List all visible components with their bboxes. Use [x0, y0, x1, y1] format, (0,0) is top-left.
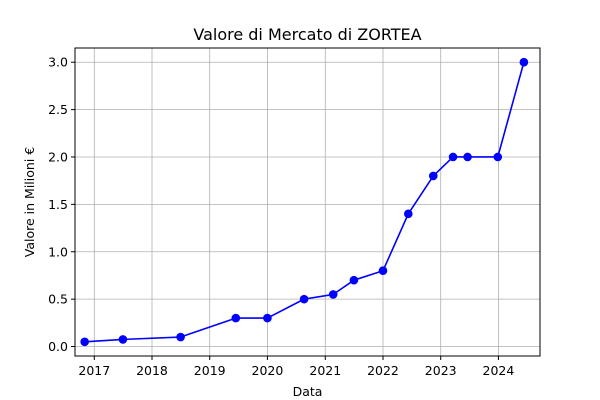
- data-point: [328, 290, 338, 299]
- y-tick-label: 2.0: [48, 149, 68, 164]
- y-tick-label: 1.5: [48, 197, 68, 212]
- x-axis-label: Data: [293, 384, 323, 399]
- x-axis-ticks: 2017 2018 2019 2020 2021 2022 2023 2024: [78, 356, 514, 378]
- x-tick-label: 2019: [194, 363, 226, 378]
- data-point: [349, 275, 359, 285]
- y-tick-label: 2.5: [48, 102, 68, 117]
- data-point: [493, 152, 503, 162]
- y-tick-label: 1.0: [48, 244, 68, 259]
- x-tick-label: 2018: [136, 363, 168, 378]
- y-axis-ticks: 0.0 0.5 1.0 1.5 2.0 2.5 3.0: [48, 55, 75, 354]
- data-point: [403, 209, 413, 219]
- x-tick-label: 2020: [252, 363, 284, 378]
- data-point: [80, 337, 89, 347]
- x-tick-label: 2017: [78, 363, 110, 378]
- data-point: [118, 335, 128, 344]
- y-tick-label: 0.5: [48, 292, 68, 307]
- grid: [75, 48, 540, 356]
- series-group: [80, 57, 529, 347]
- data-point: [519, 57, 529, 67]
- data-point: [231, 313, 241, 323]
- x-tick-label: 2024: [483, 363, 515, 378]
- data-point: [428, 171, 438, 181]
- y-tick-label: 0.0: [48, 339, 68, 354]
- y-axis-label: Valore in Milioni €: [22, 147, 37, 257]
- data-point: [263, 313, 272, 323]
- data-point: [463, 152, 472, 162]
- x-tick-label: 2022: [367, 363, 399, 378]
- y-tick-label: 3.0: [48, 55, 68, 70]
- plot-frame: [74, 47, 541, 357]
- data-point: [176, 332, 185, 342]
- data-point: [448, 152, 458, 162]
- data-point: [299, 294, 309, 304]
- chart-title: Valore di Mercato di ZORTEA: [193, 25, 421, 44]
- x-tick-label: 2021: [309, 363, 341, 378]
- x-tick-label: 2023: [425, 363, 457, 378]
- data-point: [378, 266, 388, 276]
